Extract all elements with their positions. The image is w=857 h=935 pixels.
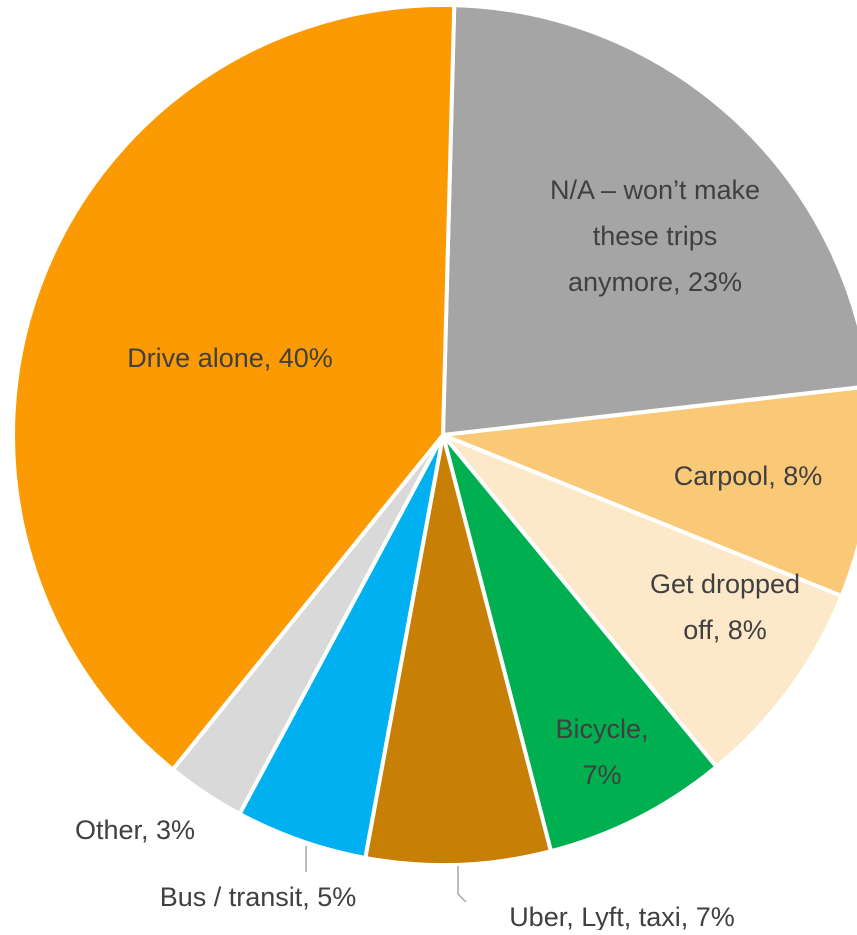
pie-slice-carpool xyxy=(441,385,857,599)
slice-label-line: N/A – won’t make xyxy=(550,175,760,205)
slice-label-carpool: Carpool, 8% xyxy=(674,461,823,491)
pie-slices xyxy=(11,3,857,867)
slice-label-line: Get dropped xyxy=(650,569,800,599)
slice-labels: N/A – won’t make these trips anymore, 23% C… xyxy=(75,175,823,932)
slice-label-drive-alone: Drive alone, 40% xyxy=(127,343,333,373)
slice-label-line: off, 8% xyxy=(683,615,767,645)
pie-slice-n-a-won-t-make-these-trips-anymore xyxy=(441,3,857,437)
slice-label-line: these trips xyxy=(593,221,718,251)
pie-slice-drive-alone xyxy=(11,3,457,772)
pie-slice-bicycle xyxy=(441,433,719,854)
slice-label-bicycle: Bicycle, 7% xyxy=(555,714,648,790)
slice-label-line: 7% xyxy=(582,760,621,790)
slice-label-line: Carpool, 8% xyxy=(674,461,823,491)
slice-label-get-dropped-off: Get dropped off, 8% xyxy=(650,569,800,645)
slice-label-uber-lyft-taxi: Uber, Lyft, taxi, 7% xyxy=(509,902,735,930)
slice-label-line: anymore, 23% xyxy=(568,267,742,297)
leader-line-uber-lyft-taxi xyxy=(457,866,467,903)
slice-label-line: Drive alone, 40% xyxy=(127,343,333,373)
slice-label-line: Uber, Lyft, taxi, 7% xyxy=(509,902,735,930)
slice-label-bus-transit: Bus / transit, 5% xyxy=(160,882,357,912)
pie-slice-uber-lyft-taxi xyxy=(363,433,553,867)
pie-slice-get-dropped-off xyxy=(441,433,844,769)
slice-label-line: Other, 3% xyxy=(75,815,195,845)
leader-lines xyxy=(305,846,467,903)
slice-label-line: Bicycle, xyxy=(555,714,648,744)
slice-label-line: Bus / transit, 5% xyxy=(160,882,357,912)
slice-label-other: Other, 3% xyxy=(75,815,195,845)
slice-label-n-a-won-t-make-these-trips-anymore: N/A – won’t make these trips anymore, 23% xyxy=(550,175,760,297)
